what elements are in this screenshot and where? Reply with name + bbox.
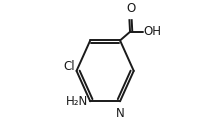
Text: H₂N: H₂N (66, 95, 89, 108)
Text: OH: OH (143, 25, 162, 38)
Text: N: N (116, 107, 125, 120)
Text: O: O (126, 2, 135, 15)
Text: Cl: Cl (64, 60, 76, 73)
